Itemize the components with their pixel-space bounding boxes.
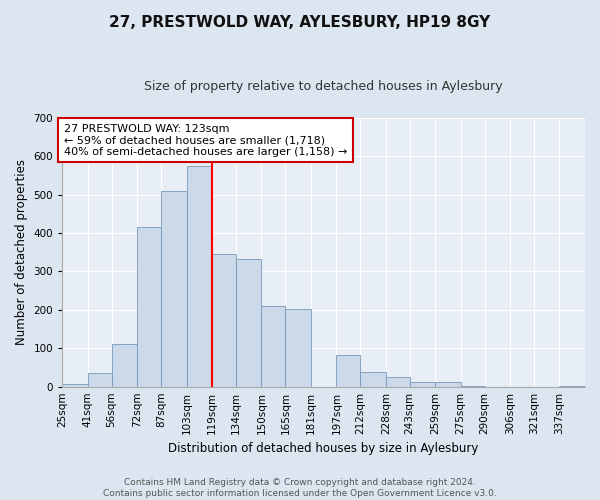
Bar xyxy=(62,384,88,386)
Bar xyxy=(137,228,161,386)
Bar xyxy=(435,382,461,386)
Bar xyxy=(360,372,386,386)
Bar xyxy=(88,373,112,386)
Bar xyxy=(262,306,286,386)
Title: Size of property relative to detached houses in Aylesbury: Size of property relative to detached ho… xyxy=(144,80,503,93)
X-axis label: Distribution of detached houses by size in Aylesbury: Distribution of detached houses by size … xyxy=(169,442,479,455)
Bar xyxy=(187,166,212,386)
Bar xyxy=(212,254,236,386)
Text: 27 PRESTWOLD WAY: 123sqm
← 59% of detached houses are smaller (1,718)
40% of sem: 27 PRESTWOLD WAY: 123sqm ← 59% of detach… xyxy=(64,124,347,156)
Y-axis label: Number of detached properties: Number of detached properties xyxy=(15,159,28,345)
Text: Contains HM Land Registry data © Crown copyright and database right 2024.
Contai: Contains HM Land Registry data © Crown c… xyxy=(103,478,497,498)
Bar xyxy=(112,344,137,386)
Bar xyxy=(386,377,410,386)
Bar xyxy=(337,355,360,386)
Bar xyxy=(410,382,435,386)
Bar xyxy=(161,191,187,386)
Bar xyxy=(286,308,311,386)
Bar xyxy=(236,259,262,386)
Text: 27, PRESTWOLD WAY, AYLESBURY, HP19 8GY: 27, PRESTWOLD WAY, AYLESBURY, HP19 8GY xyxy=(109,15,491,30)
